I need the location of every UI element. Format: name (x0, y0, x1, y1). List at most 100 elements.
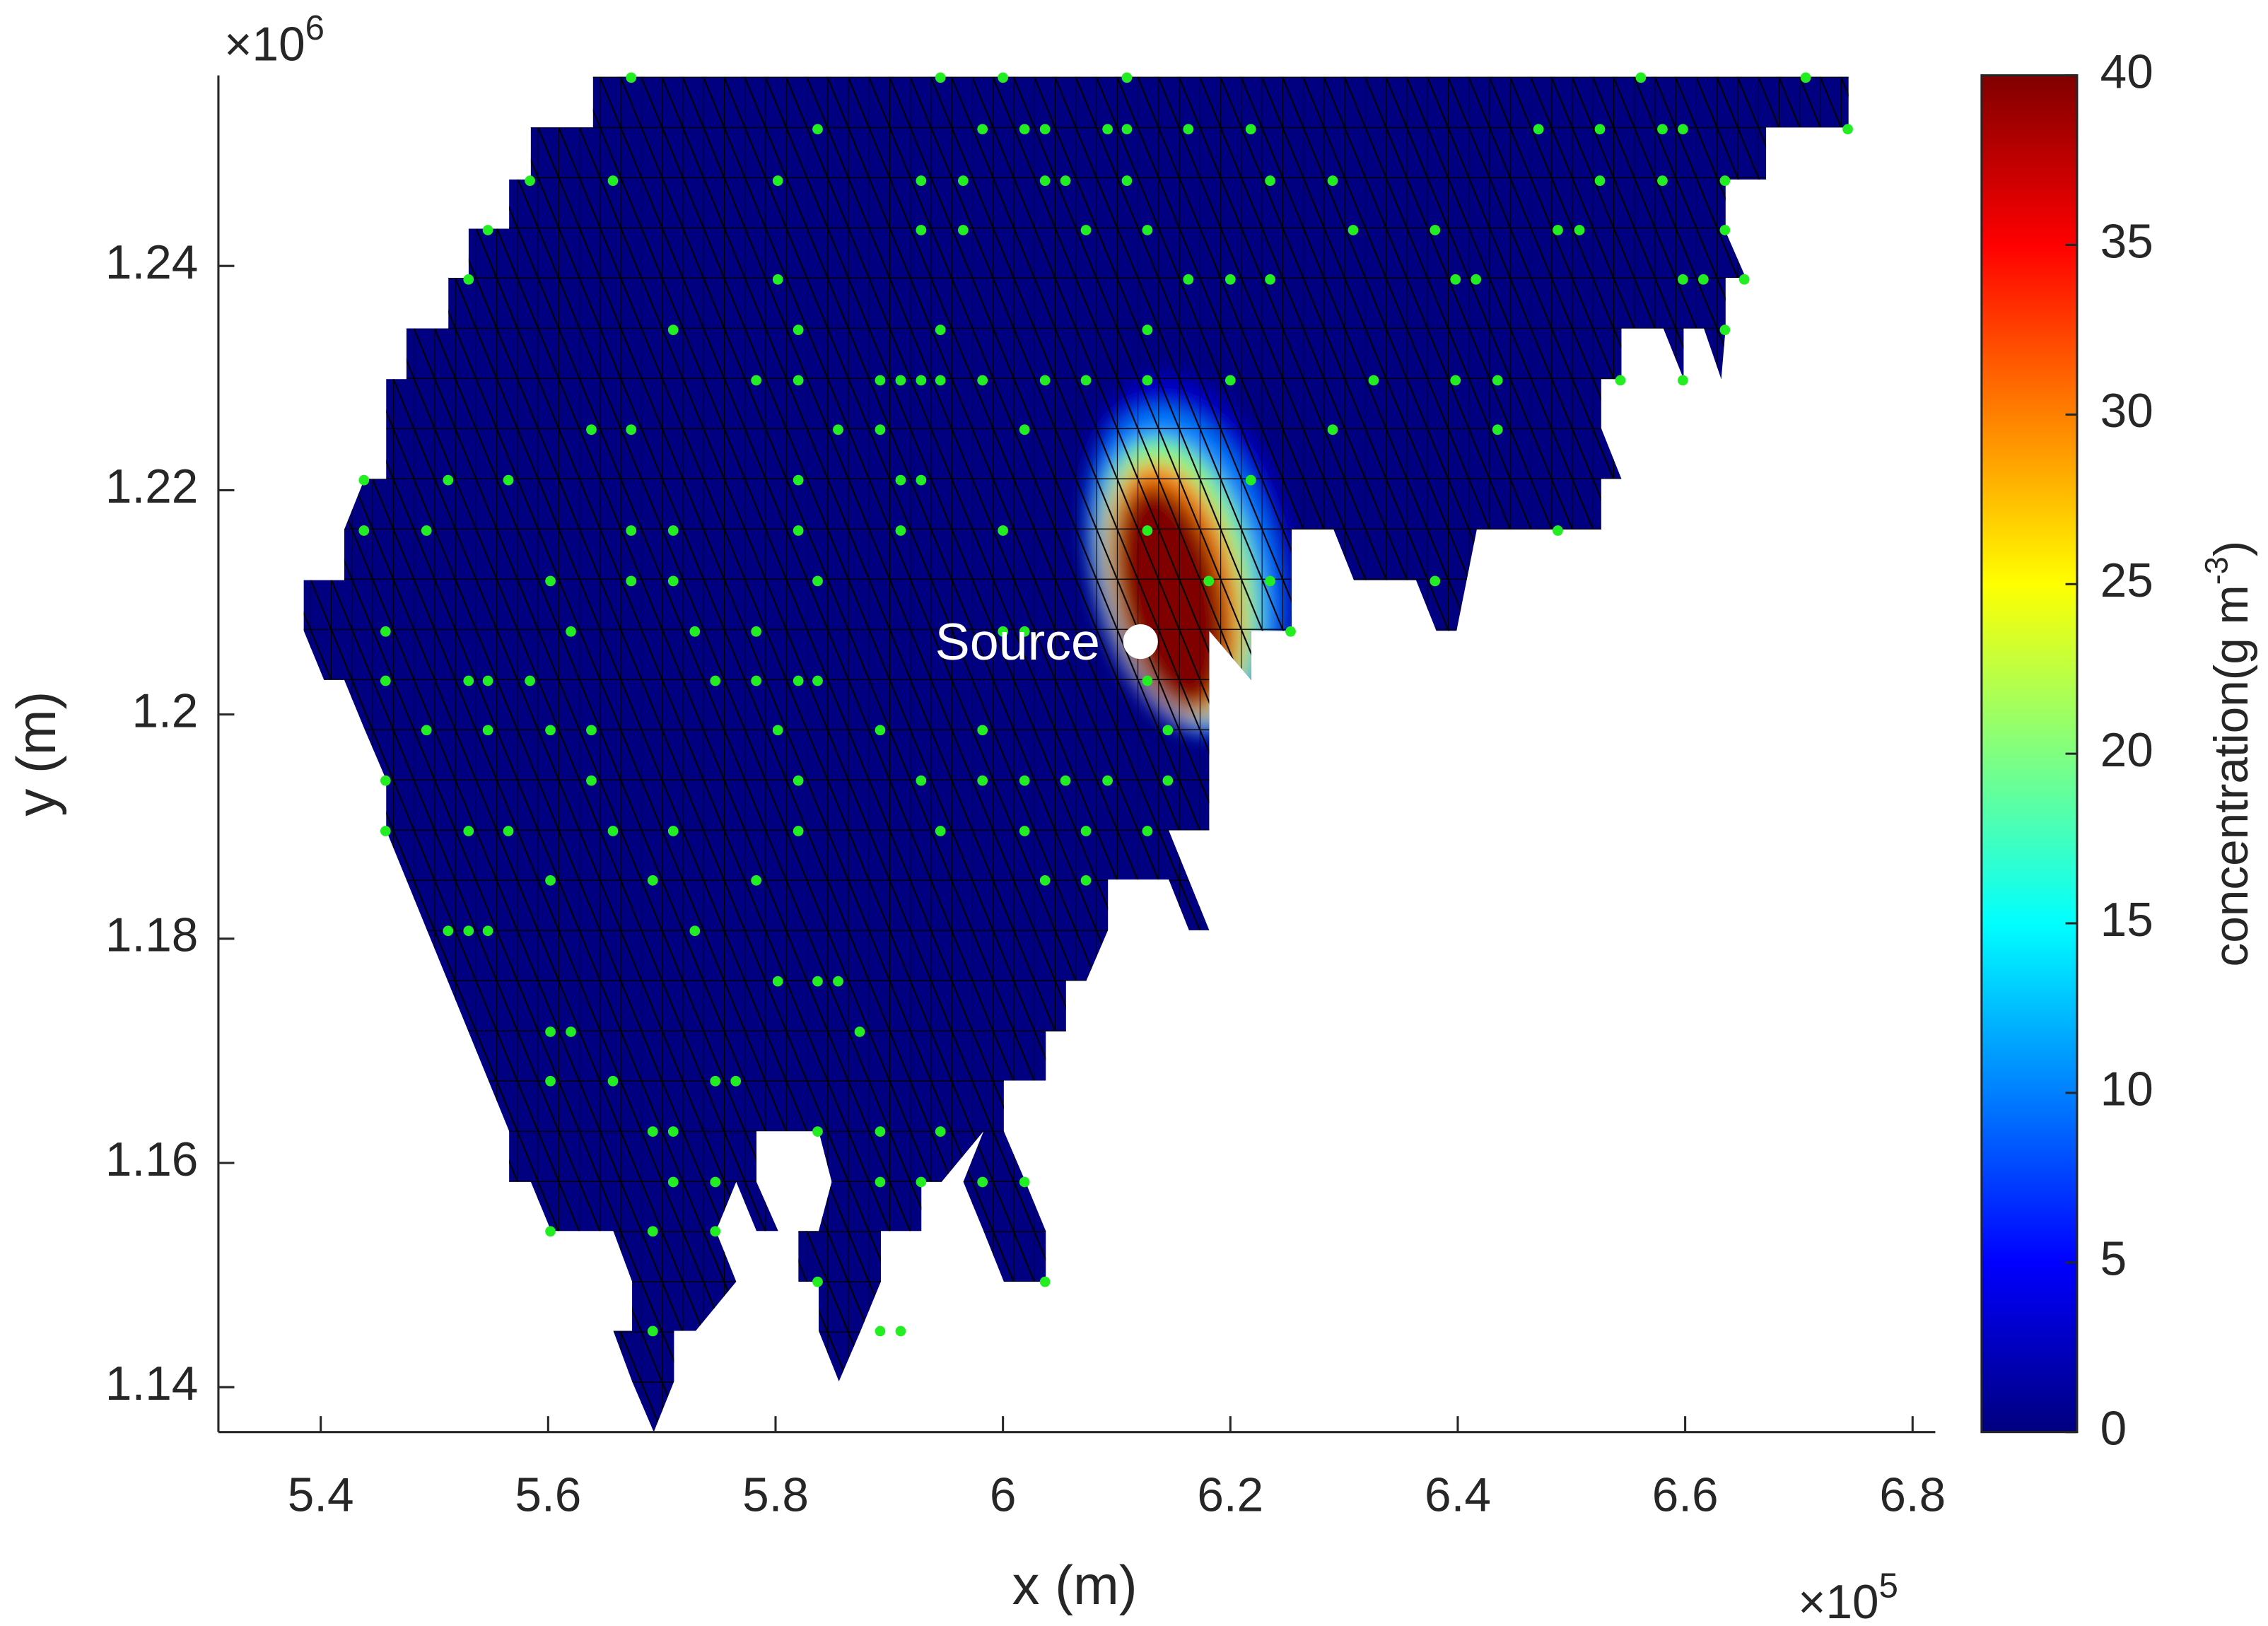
point (1203, 575, 1215, 587)
point (875, 1126, 886, 1137)
point (1533, 124, 1544, 135)
point (793, 675, 804, 686)
y-axis-label: y (m) (6, 691, 67, 817)
point (1142, 375, 1153, 386)
point (1183, 274, 1194, 285)
y-tick-label: 1.2 (131, 684, 198, 737)
point (812, 976, 823, 987)
point (1635, 72, 1647, 83)
point (1142, 324, 1153, 335)
point (751, 675, 762, 686)
point (1102, 124, 1113, 135)
point (463, 826, 474, 836)
point (647, 875, 658, 886)
point (793, 525, 804, 536)
point (1121, 175, 1133, 187)
point (1430, 575, 1441, 587)
point (998, 525, 1009, 536)
point (916, 775, 927, 786)
point (545, 575, 556, 587)
point (1327, 424, 1338, 435)
point (1224, 375, 1236, 386)
point (916, 375, 927, 386)
point (482, 925, 493, 937)
point (875, 424, 886, 435)
point (380, 826, 391, 836)
point (1060, 775, 1071, 786)
point (545, 1027, 556, 1037)
point (772, 725, 783, 736)
point (667, 324, 679, 335)
point (482, 675, 493, 686)
point (875, 725, 886, 736)
point (1019, 626, 1030, 637)
point (957, 175, 969, 187)
point (812, 675, 823, 686)
point (935, 72, 946, 83)
point (1039, 375, 1051, 386)
point (1697, 274, 1709, 285)
point (647, 1226, 658, 1237)
point (751, 375, 762, 386)
point (875, 375, 886, 386)
colorbar-label: concentration(g m-3) (2198, 541, 2257, 967)
point (1060, 175, 1071, 187)
colorbar-tick-label: 5 (2100, 1233, 2127, 1286)
point (1080, 826, 1092, 836)
point (1039, 175, 1051, 187)
y-tick-label: 1.14 (105, 1357, 198, 1410)
y-tick-label: 1.24 (105, 236, 198, 289)
point (607, 826, 619, 836)
point (1450, 274, 1461, 285)
colorbar-tick-label: 0 (2100, 1402, 2127, 1455)
point (1019, 826, 1030, 836)
point (463, 925, 474, 937)
point (812, 1126, 823, 1137)
point (443, 925, 454, 937)
point (998, 626, 1009, 637)
point (895, 525, 906, 536)
point (1327, 175, 1338, 187)
point (1142, 225, 1153, 235)
point (463, 274, 474, 285)
point (895, 1326, 906, 1337)
point (977, 775, 988, 786)
x-tick-label: 6.8 (1879, 1469, 1946, 1522)
y-tick-label: 1.16 (105, 1133, 198, 1186)
point (482, 725, 493, 736)
point (1080, 225, 1092, 235)
y-exponent-base: ×10 (224, 18, 305, 71)
point (935, 826, 946, 836)
point (1039, 1276, 1051, 1287)
point (1162, 725, 1174, 736)
point (1594, 124, 1606, 135)
point (1430, 225, 1441, 235)
point (421, 525, 432, 536)
point (1039, 875, 1051, 886)
x-tick-label: 6.4 (1425, 1469, 1491, 1522)
point (916, 175, 927, 187)
colorbar-label-text: concentration(g m (2205, 585, 2258, 966)
point (647, 1126, 658, 1137)
point (626, 72, 637, 83)
point (545, 1075, 556, 1087)
point (1142, 525, 1153, 536)
x-exponent: ×105 (1798, 1567, 1898, 1626)
x-tick-label: 6 (990, 1469, 1017, 1522)
point (875, 1326, 886, 1337)
point (1678, 375, 1688, 386)
point (875, 1176, 886, 1188)
point (1245, 474, 1256, 486)
point (545, 875, 556, 886)
point (1450, 375, 1461, 386)
point (1142, 675, 1153, 686)
point (626, 575, 637, 587)
point (525, 675, 535, 686)
point (607, 175, 619, 187)
point (833, 976, 843, 987)
axes: 5.4 5.6 5.8 6 6.2 6.4 6.6 6.8 1.14 1.16 1.18 1.2 1.2… (105, 75, 1946, 1522)
point (916, 474, 927, 486)
point (443, 474, 454, 486)
point (833, 424, 843, 435)
